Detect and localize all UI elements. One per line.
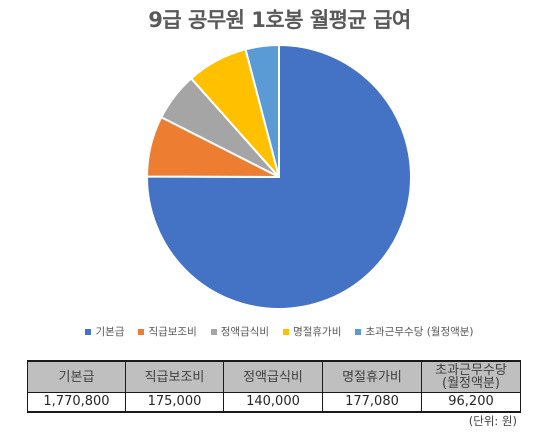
table-header-cell: 정액급식비	[223, 360, 323, 393]
slice-basic-pay	[145, 43, 412, 310]
unit-note: (단위: 원)	[468, 414, 517, 428]
legend-swatch	[210, 328, 217, 335]
table-cell: 177,080	[322, 392, 422, 413]
legend-item-holiday-bonus: 명절휴가비	[283, 324, 341, 339]
legend-label: 명절휴가비	[293, 326, 342, 338]
legend-item-overtime-pay: 초과근무수당 (월정액분)	[355, 324, 474, 339]
legend-swatch	[355, 328, 362, 335]
legend-label: 정액급식비	[220, 326, 270, 338]
chart-legend: 기본급 직급보조비 정액급식비 명절휴가비 초과근무수당 (월정액분)	[0, 324, 559, 339]
legend-swatch	[85, 328, 92, 335]
legend-item-meal-allowance: 정액급식비	[210, 324, 270, 339]
salary-table: 기본급 직급보조비 정액급식비 명절휴가비 초과근무수당 (월정액분) 1,77…	[27, 360, 521, 413]
header-line: (월정액분)	[442, 376, 500, 391]
table-cell: 96,200	[421, 392, 521, 413]
legend-item-basic-pay: 기본급	[85, 324, 124, 339]
table-cell: 175,000	[125, 392, 224, 413]
legend-label: 기본급	[95, 326, 125, 338]
pie-slices	[145, 43, 412, 310]
legend-label: 직급보조비	[148, 326, 197, 338]
pie-chart	[145, 43, 412, 310]
table-cell: 1,770,800	[27, 392, 126, 413]
table-header-cell: 명절휴가비	[322, 360, 422, 393]
table-header-cell: 직급보조비	[125, 360, 224, 393]
table-header-cell: 기본급	[27, 360, 126, 393]
legend-swatch	[283, 328, 290, 335]
legend-swatch	[138, 328, 145, 335]
table-row: 1,770,800 175,000 140,000 177,080 96,200	[27, 392, 521, 413]
table-header-row: 기본급 직급보조비 정액급식비 명절휴가비 초과근무수당 (월정액분)	[27, 360, 521, 393]
legend-item-position-allowance: 직급보조비	[138, 324, 197, 339]
table-cell: 140,000	[223, 392, 323, 413]
header-line: 초과근무수당	[435, 363, 507, 378]
slice-overtime-pay	[244, 43, 280, 178]
table-header-cell: 초과근무수당 (월정액분)	[421, 360, 521, 393]
legend-label: 초과근무수당 (월정액분)	[365, 326, 474, 338]
chart-title: 9급 공무원 1호봉 월평균 급여	[148, 8, 411, 32]
